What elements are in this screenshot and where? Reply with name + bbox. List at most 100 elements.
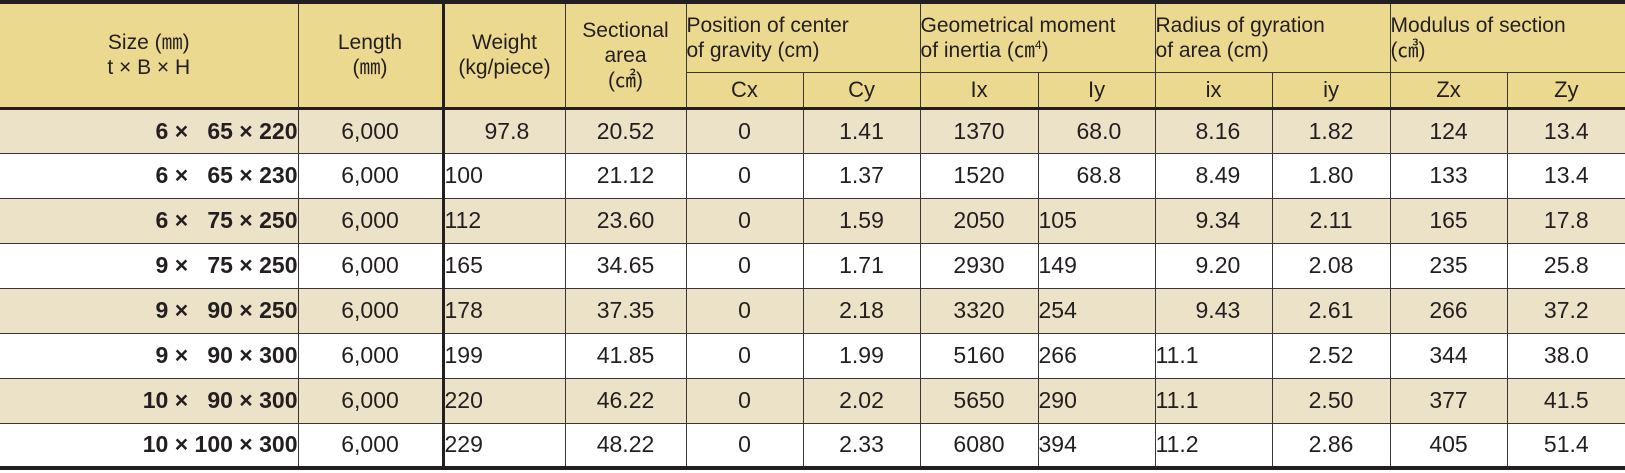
moment-of-inertia-header: Geometrical moment of inertia (㎝4) bbox=[919, 1, 1156, 73]
table-row: 9 × 90 × 300 6,000 199 41.85 0 1.99 5160… bbox=[0, 332, 1625, 379]
table-body: 6 × 65 × 220 6,000 97.8 20.52 0 1.41 137… bbox=[0, 107, 1625, 469]
cell-cy: 1.71 bbox=[802, 242, 921, 289]
cell-zy: 25.8 bbox=[1506, 242, 1625, 289]
sectional-area-header: Sectional area (㎠) bbox=[564, 1, 687, 110]
cell-cy: 2.33 bbox=[802, 422, 921, 469]
cell-length: 6,000 bbox=[297, 107, 445, 154]
cell-zx: 344 bbox=[1389, 332, 1508, 379]
size-header: Size (㎜) t × B × H bbox=[0, 1, 299, 110]
cell-length: 6,000 bbox=[297, 422, 445, 469]
cell-area: 37.35 bbox=[564, 287, 687, 334]
cell-cx: 0 bbox=[685, 377, 804, 424]
cell-zy: 13.4 bbox=[1506, 152, 1625, 199]
subheader-cx: Cx bbox=[686, 71, 804, 110]
cell-iy-lower: 2.86 bbox=[1271, 422, 1391, 469]
cell-iy-lower: 2.11 bbox=[1271, 197, 1391, 244]
cell-size: 9 × 90 × 300 bbox=[0, 332, 299, 379]
cell-ix-lower: 9.34 bbox=[1154, 197, 1273, 244]
cell-weight: 220 bbox=[442, 377, 566, 424]
length-header: Length (㎜) bbox=[297, 1, 445, 110]
gyration-header-line1: Radius of gyration bbox=[1155, 13, 1325, 37]
table-row: 6 × 65 × 220 6,000 97.8 20.52 0 1.41 137… bbox=[0, 107, 1625, 154]
cell-iy-upper: 105 bbox=[1037, 197, 1156, 244]
table-row: 9 × 75 × 250 6,000 165 34.65 0 1.71 2930… bbox=[0, 242, 1625, 289]
cell-zx: 405 bbox=[1389, 422, 1508, 469]
size-header-line1: Size (㎜) bbox=[107, 31, 190, 55]
table-row: 10 × 100 × 300 6,000 229 48.22 0 2.33 60… bbox=[0, 422, 1625, 469]
table-row: 6 × 65 × 230 6,000 100 21.12 0 1.37 1520… bbox=[0, 152, 1625, 199]
cell-zx: 266 bbox=[1389, 287, 1508, 334]
cell-iy-upper: 149 bbox=[1037, 242, 1156, 289]
cell-zy: 38.0 bbox=[1506, 332, 1625, 379]
cell-size: 10 × 90 × 300 bbox=[0, 377, 299, 424]
cell-cx: 0 bbox=[685, 152, 804, 199]
cell-length: 6,000 bbox=[297, 152, 445, 199]
cell-cy: 1.59 bbox=[802, 197, 921, 244]
cell-iy-upper: 266 bbox=[1037, 332, 1156, 379]
cell-cx: 0 bbox=[685, 422, 804, 469]
cell-size: 10 × 100 × 300 bbox=[0, 422, 299, 469]
cell-ix-upper: 1520 bbox=[919, 152, 1039, 199]
table-header: Size (㎜) t × B × H Length (㎜) Weight (kg… bbox=[0, 1, 1625, 110]
weight-header-line1: Weight bbox=[472, 31, 537, 55]
cell-area: 21.12 bbox=[564, 152, 687, 199]
table-row: 10 × 90 × 300 6,000 220 46.22 0 2.02 565… bbox=[0, 377, 1625, 424]
cell-ix-upper: 2930 bbox=[919, 242, 1039, 289]
gyration-header-line2: of area (cm) bbox=[1155, 38, 1269, 62]
cell-weight: 229 bbox=[442, 422, 566, 469]
area-header-line3: (㎠) bbox=[608, 68, 643, 92]
cell-length: 6,000 bbox=[297, 242, 445, 289]
cell-iy-lower: 2.52 bbox=[1271, 332, 1391, 379]
modulus-header-line1: Modulus of section bbox=[1390, 13, 1566, 37]
cell-size: 6 × 75 × 250 bbox=[0, 197, 299, 244]
cell-zy: 17.8 bbox=[1506, 197, 1625, 244]
cell-ix-lower: 11.1 bbox=[1154, 332, 1273, 379]
cell-cy: 2.02 bbox=[802, 377, 921, 424]
subheader-cy: Cy bbox=[802, 71, 921, 110]
table-row: 6 × 75 × 250 6,000 112 23.60 0 1.59 2050… bbox=[0, 197, 1625, 244]
inertia-header-superscript: 4 bbox=[1034, 37, 1042, 52]
cell-length: 6,000 bbox=[297, 332, 445, 379]
cell-area: 23.60 bbox=[564, 197, 687, 244]
cell-weight: 178 bbox=[442, 287, 566, 334]
cell-area: 34.65 bbox=[564, 242, 687, 289]
cell-iy-lower: 2.61 bbox=[1271, 287, 1391, 334]
cell-cx: 0 bbox=[685, 107, 804, 154]
cell-size: 6 × 65 × 230 bbox=[0, 152, 299, 199]
cell-size: 9 × 75 × 250 bbox=[0, 242, 299, 289]
cell-cx: 0 bbox=[685, 287, 804, 334]
cell-area: 48.22 bbox=[564, 422, 687, 469]
cell-area: 46.22 bbox=[564, 377, 687, 424]
cell-ix-lower: 8.49 bbox=[1154, 152, 1273, 199]
cell-ix-lower: 9.43 bbox=[1154, 287, 1273, 334]
cell-iy-lower: 2.50 bbox=[1271, 377, 1391, 424]
size-header-line2: t × B × H bbox=[107, 56, 191, 80]
cell-area: 41.85 bbox=[564, 332, 687, 379]
subheader-iy-lower: iy bbox=[1271, 71, 1391, 110]
cell-zy: 37.2 bbox=[1506, 287, 1625, 334]
cell-zx: 377 bbox=[1389, 377, 1508, 424]
subheader-zx: Zx bbox=[1389, 71, 1508, 110]
cell-ix-upper: 1370 bbox=[919, 107, 1039, 154]
cell-ix-lower: 9.20 bbox=[1154, 242, 1273, 289]
cell-cy: 1.37 bbox=[802, 152, 921, 199]
inertia-header-line2: of inertia (㎝4) bbox=[921, 37, 1154, 63]
cell-cx: 0 bbox=[685, 332, 804, 379]
modulus-of-section-header: Modulus of section (㎤) bbox=[1389, 1, 1625, 73]
cell-zy: 51.4 bbox=[1506, 422, 1625, 469]
cell-size: 6 × 65 × 220 bbox=[0, 107, 299, 154]
table-row: 9 × 90 × 250 6,000 178 37.35 0 2.18 3320… bbox=[0, 287, 1625, 334]
cell-iy-lower: 1.80 bbox=[1271, 152, 1391, 199]
inertia-header-line1: Geometrical moment bbox=[920, 13, 1116, 37]
cell-iy-upper: 68.0 bbox=[1037, 107, 1156, 154]
subheader-iy-upper: Iy bbox=[1037, 71, 1156, 110]
center-of-gravity-header: Position of center of gravity (cm) bbox=[685, 1, 921, 73]
cell-cx: 0 bbox=[685, 242, 804, 289]
cell-length: 6,000 bbox=[297, 377, 445, 424]
cell-iy-upper: 290 bbox=[1037, 377, 1156, 424]
cell-iy-upper: 68.8 bbox=[1037, 152, 1156, 199]
cell-iy-lower: 2.08 bbox=[1271, 242, 1391, 289]
cell-ix-lower: 11.2 bbox=[1154, 422, 1273, 469]
